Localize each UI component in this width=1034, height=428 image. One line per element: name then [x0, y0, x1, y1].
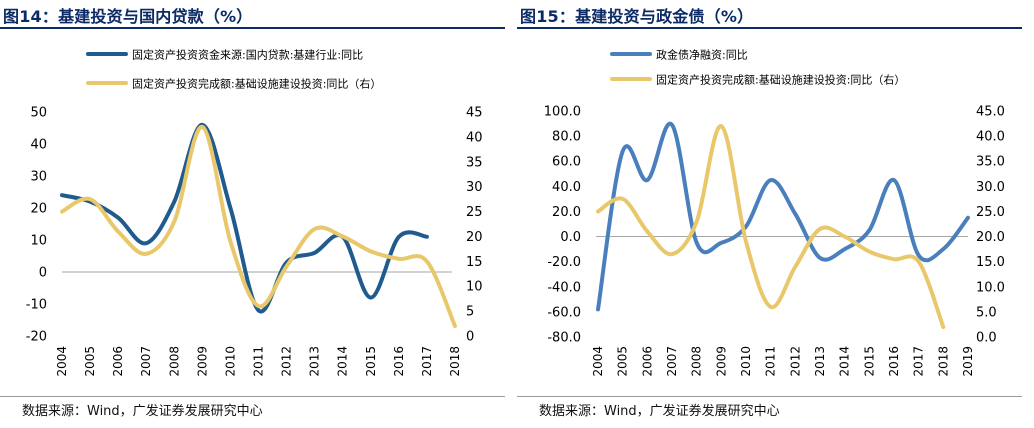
x-tick-label: 2014 — [838, 346, 852, 377]
series-line-2 — [596, 124, 946, 329]
x-tick-label: 2013 — [308, 346, 322, 377]
y-left-tick-label: 40 — [30, 138, 47, 153]
title-rule-left — [0, 27, 505, 29]
x-tick-label: 2004 — [591, 346, 605, 377]
y-right-tick-label: 40 — [466, 130, 483, 145]
y-left-tick-label: 50 — [30, 106, 47, 121]
x-tick-label: 2005 — [616, 346, 630, 377]
chart-left-svg: -20 -10 0 10 20 30 40 50 0 5 10 15 20 25 30 35 40 45 2004 2… — [26, 48, 483, 377]
legend-label-1: 政金债净融资:同比 — [656, 48, 748, 62]
chart-panel-right: 图15：基建投资与政金债（%） -80.0 -60.0 -40.0 -20.0 0.0 2… — [517, 0, 1034, 428]
y-right-tick-label: 0.0 — [976, 331, 997, 346]
y-left-tick-label: -10 — [26, 298, 47, 313]
chart-panel-left: 图14：基建投资与国内贷款（%） -20 -10 0 10 20 30 40 50 0 5 10 15… — [0, 7, 505, 419]
y-left-tick-label: -20 — [26, 330, 47, 345]
x-tick-label: 2009 — [714, 346, 728, 377]
y-left-tick-label: 0.0 — [560, 230, 581, 245]
y-right-tick-label: 45 — [466, 106, 483, 121]
y-left-tick-label: 40.0 — [552, 180, 581, 195]
x-tick-label: 2018 — [448, 346, 462, 377]
y-right-tick-label: 35.0 — [976, 155, 1005, 170]
y-left-tick-label: -20.0 — [547, 255, 581, 270]
y-right-tick-label: 25.0 — [976, 205, 1005, 220]
x-tick-label: 2016 — [392, 346, 406, 377]
x-tick-label: 2008 — [167, 346, 181, 377]
y-right-tick-label: 5.0 — [976, 305, 997, 320]
y-left-tick-label: 80.0 — [552, 130, 581, 145]
y-left-tick-label: -80.0 — [547, 331, 581, 346]
y-right-tick-label: 40.0 — [976, 130, 1005, 145]
x-tick-label: 2017 — [420, 346, 434, 377]
x-tick-label: 2019 — [961, 346, 975, 377]
legend-label-1: 固定资产投资资金来源:国内贷款:基建行业:同比 — [132, 48, 363, 62]
x-tick-label: 2007 — [665, 346, 679, 377]
y-right-tick-label: 10.0 — [976, 280, 1005, 295]
x-tick-label: 2007 — [139, 346, 153, 377]
y-right-tick-label: 30 — [466, 180, 483, 195]
x-tick-label: 2006 — [640, 346, 654, 377]
y-right-tick-label: 35 — [466, 155, 483, 170]
y-left-tick-label: 0 — [39, 266, 47, 281]
y-left-tick-label: -60.0 — [547, 305, 581, 320]
x-tick-label: 2016 — [887, 346, 901, 377]
y-left-tick-label: 100.0 — [544, 105, 581, 120]
y-left-tick-label: 10 — [30, 234, 47, 249]
x-tick-label: 2006 — [111, 346, 125, 377]
legend-label-2: 固定资产投资完成额:基础设施建设投资:同比（右） — [656, 73, 905, 87]
x-tick-label: 2012 — [788, 346, 802, 377]
x-tick-label: 2010 — [739, 346, 753, 377]
series-line-1 — [60, 122, 429, 314]
x-tick-label: 2017 — [912, 346, 926, 377]
y-right-tick-label: 45.0 — [976, 105, 1005, 120]
x-tick-label: 2010 — [223, 346, 237, 377]
y-left-tick-label: 20.0 — [552, 205, 581, 220]
y-right-tick-label: 15.0 — [976, 255, 1005, 270]
x-tick-label: 2013 — [813, 346, 827, 377]
x-tick-label: 2005 — [83, 346, 97, 377]
x-tick-label: 2004 — [55, 346, 69, 377]
x-tick-label: 2012 — [280, 346, 294, 377]
series-line-1 — [596, 121, 970, 312]
y-left-tick-label: 60.0 — [552, 155, 581, 170]
y-left-tick-label: 20 — [30, 202, 47, 217]
source-note-right: 数据来源：Wind，广发证券发展研究中心 — [539, 404, 780, 419]
legend-label-2: 固定资产投资完成额:基础设施建设投资:同比（右） — [132, 77, 381, 91]
series-line-2 — [60, 124, 457, 328]
y-right-tick-label: 20.0 — [976, 230, 1005, 245]
x-tick-label: 2009 — [195, 346, 209, 377]
y-right-tick-label: 0 — [466, 330, 474, 345]
y-right-tick-label: 10 — [466, 280, 483, 295]
x-tick-label: 2018 — [936, 346, 950, 377]
x-tick-label: 2011 — [252, 346, 266, 377]
chart-right-svg: -80.0 -60.0 -40.0 -20.0 0.0 20.0 40.0 60.0 80.0 1… — [544, 48, 1005, 377]
x-tick-label: 2015 — [364, 346, 378, 377]
y-right-tick-label: 25 — [466, 205, 483, 220]
chart-title-right: 图15：基建投资与政金债（%） — [520, 7, 754, 26]
chart-title-left: 图14：基建投资与国内贷款（%） — [3, 7, 253, 26]
y-right-tick-label: 20 — [466, 230, 483, 245]
y-left-tick-label: -40.0 — [547, 280, 581, 295]
source-rule-left — [0, 396, 505, 397]
y-left-tick-label: 30 — [30, 170, 47, 185]
source-rule-right — [517, 396, 1022, 397]
x-tick-label: 2015 — [862, 346, 876, 377]
y-right-tick-label: 30.0 — [976, 180, 1005, 195]
y-right-tick-label: 15 — [466, 255, 483, 270]
x-tick-label: 2008 — [690, 346, 704, 377]
source-note-left: 数据来源：Wind，广发证券发展研究中心 — [22, 404, 263, 419]
x-tick-label: 2014 — [336, 346, 350, 377]
y-right-tick-label: 5 — [466, 305, 474, 320]
title-rule-right — [517, 27, 1022, 29]
x-tick-label: 2011 — [764, 346, 778, 377]
